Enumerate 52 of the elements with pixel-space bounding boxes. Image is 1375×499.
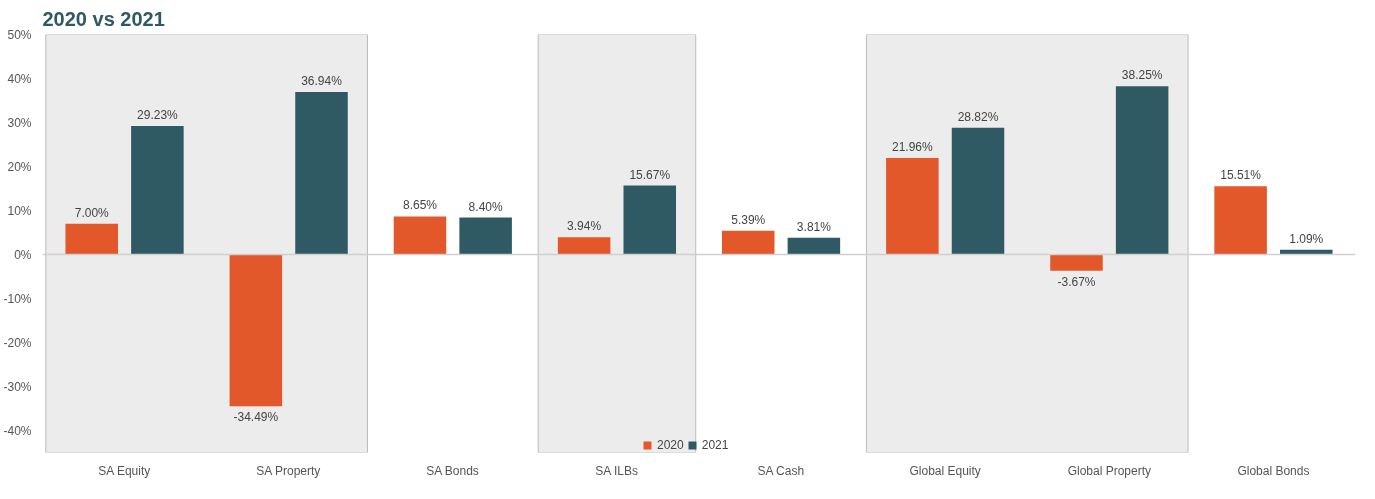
data-label: 1.09%: [1289, 231, 1324, 246]
data-label: 7.00%: [74, 205, 110, 220]
x-tick-label: SA Equity: [98, 463, 151, 478]
data-label: 15.51%: [1220, 168, 1262, 183]
data-label: 21.96%: [892, 139, 934, 154]
x-tick-label: SA Bonds: [426, 463, 479, 478]
legend-label: 2020: [657, 438, 684, 452]
data-label: 38.25%: [1121, 68, 1163, 83]
y-tick-label: 20%: [7, 159, 32, 174]
bar: [229, 254, 283, 407]
y-tick-label: 40%: [7, 71, 32, 86]
bar: [393, 216, 447, 255]
data-label: 15.67%: [629, 167, 671, 182]
bar: [1050, 254, 1103, 271]
data-label: 5.39%: [731, 212, 766, 227]
bar: [721, 230, 775, 255]
data-label: -3.67%: [1057, 274, 1096, 289]
bar: [131, 125, 184, 255]
y-tick-label: -40%: [3, 423, 32, 438]
y-tick-label: -10%: [3, 291, 32, 306]
data-label: 8.40%: [468, 199, 503, 214]
y-tick-label: 30%: [7, 115, 32, 130]
x-tick-label: SA ILBs: [595, 463, 638, 478]
data-label: -34.49%: [233, 410, 279, 425]
data-label: 3.94%: [567, 219, 602, 234]
x-tick-label: Global Equity: [909, 463, 981, 478]
bar: [787, 237, 841, 255]
data-label: 3.81%: [796, 219, 832, 234]
data-label: 28.82%: [957, 109, 999, 124]
y-tick-label: 10%: [7, 203, 32, 218]
bar: [1115, 86, 1169, 255]
data-label: 29.23%: [137, 107, 179, 122]
data-label: 8.65%: [402, 198, 438, 213]
bar: [951, 127, 1005, 255]
x-tick-label: SA Cash: [757, 463, 805, 478]
y-tick-label: -20%: [3, 335, 32, 350]
bar: [1214, 186, 1267, 255]
bar: [623, 185, 677, 255]
data-label: 36.94%: [301, 73, 343, 88]
x-tick-label: Global Property: [1067, 463, 1151, 478]
legend-label: 2021: [701, 438, 729, 452]
y-tick-label: 0%: [14, 247, 32, 262]
bar: [459, 217, 512, 255]
bar: [295, 91, 348, 255]
chart-title: 2020 vs 2021: [42, 7, 165, 30]
y-tick-label: 50%: [7, 27, 32, 42]
bar: [557, 237, 611, 255]
y-tick-label: -30%: [3, 379, 32, 394]
bar: [65, 223, 118, 255]
bar: [886, 157, 939, 255]
x-tick-label: Global Bonds: [1237, 463, 1310, 478]
x-tick-label: SA Property: [256, 463, 321, 478]
